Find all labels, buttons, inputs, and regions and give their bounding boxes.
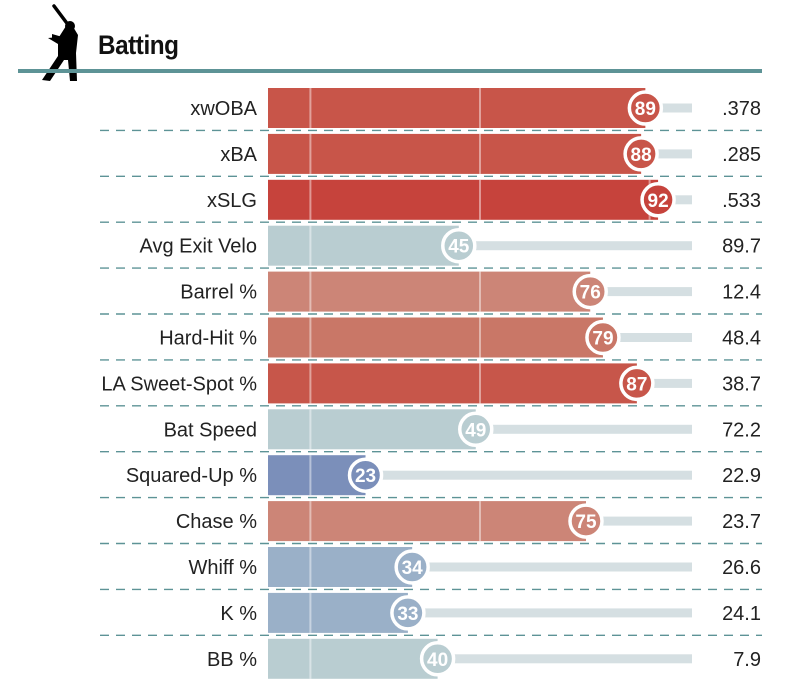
metric-label: LA Sweet-Spot % [101,373,257,395]
stat-value: 48.4 [722,328,761,350]
stat-value: .533 [722,190,761,212]
metric-label: Hard-Hit % [159,328,257,350]
metric-label: K % [220,603,257,625]
percentile-bar [268,501,586,542]
percentile-badge [623,136,659,172]
percentile-bar [268,179,659,220]
percentile-badge [441,227,477,264]
percentile-track [412,562,692,572]
percentile-track [407,608,692,618]
percentile-track [636,378,692,388]
stat-value: 23.7 [722,511,761,533]
percentile-bar [268,88,646,128]
metric-label: Barrel % [180,282,257,304]
batter-silhouette-icon [42,4,78,81]
percentile-track [458,241,692,251]
metric-label: Chase % [176,511,257,533]
percentile-label: 34 [402,558,424,579]
stat-value: 26.6 [722,557,761,579]
percentile-bar [268,409,476,450]
percentile-badge [619,365,655,402]
stat-value: 72.2 [722,419,761,441]
percentile-bar [268,547,413,587]
stat-value: .285 [722,144,761,166]
stat-value: 24.1 [722,603,761,625]
percentile-track [475,424,692,434]
percentile-label: 33 [397,604,418,625]
stat-value: 89.7 [722,236,761,258]
percentile-bar [268,133,642,174]
percentile-badge [390,595,426,631]
section-title: Batting [98,30,179,60]
percentile-bar [268,363,637,404]
percentile-track [437,654,692,664]
percentile-track [602,333,692,342]
metric-label: xwOBA [190,98,257,120]
percentile-track [586,516,692,526]
percentile-badge [568,503,604,539]
stat-value: 38.7 [722,373,761,395]
percentile-badge [458,411,494,448]
percentile-track [590,287,692,297]
metric-label: Whiff % [188,557,257,579]
percentile-bar [268,638,438,679]
percentile-bar [268,592,408,633]
metric-label: Squared-Up % [126,465,257,487]
percentile-badge [572,273,608,310]
percentile-label: 75 [575,512,597,533]
percentile-badge [347,457,384,493]
percentile-label: 76 [580,283,601,304]
percentile-badge [419,641,456,677]
metric-label: Bat Speed [164,419,257,441]
percentile-track [365,470,692,480]
percentile-track [641,149,692,159]
percentile-label: 79 [592,329,613,350]
metric-label: xBA [220,144,257,166]
percentile-label: 49 [465,420,486,441]
header-divider [18,69,762,73]
percentile-badge [627,90,664,126]
stat-value: 12.4 [722,282,761,304]
stat-value: .378 [722,98,761,120]
metric-label: BB % [207,649,257,671]
percentile-badge [394,549,430,585]
percentile-bar [268,271,591,312]
percentile-label: 87 [626,374,647,395]
stat-value: 7.9 [733,649,761,671]
percentile-badge [585,319,621,356]
percentile-label: 92 [648,191,669,212]
percentile-bar [268,317,603,358]
stat-value: 22.9 [722,465,761,487]
section-header: Batting [0,0,794,81]
metric-label: Avg Exit Velo [140,236,257,258]
percentile-track [645,103,692,113]
percentile-label: 23 [355,466,376,487]
percentile-label: 40 [427,650,448,671]
metric-label: xSLG [207,190,257,212]
percentile-bar [268,225,459,266]
percentile-label: 45 [448,237,470,258]
percentile-label: 88 [631,145,652,166]
percentile-badge [640,182,676,218]
percentile-label: 89 [635,99,656,120]
